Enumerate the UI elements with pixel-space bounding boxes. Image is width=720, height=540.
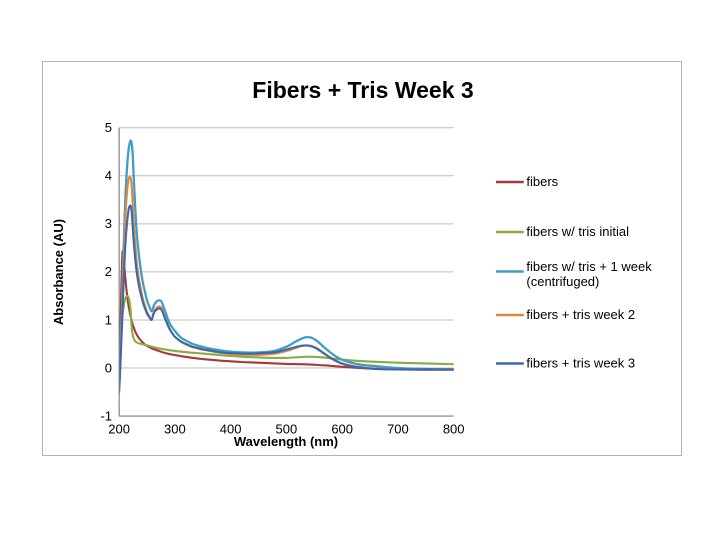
svg-text:(centrifuged): (centrifuged) (526, 274, 599, 289)
svg-text:fibers w/ tris initial: fibers w/ tris initial (526, 224, 629, 239)
svg-text:fibers + tris week 3: fibers + tris week 3 (526, 356, 635, 371)
svg-text:fibers: fibers (526, 174, 558, 189)
svg-text:fibers w/ tris + 1 week: fibers w/ tris + 1 week (526, 259, 652, 274)
svg-text:fibers + tris week 2: fibers + tris week 2 (526, 307, 635, 322)
